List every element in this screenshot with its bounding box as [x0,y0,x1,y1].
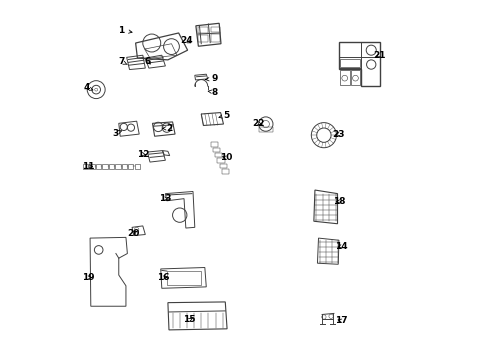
Bar [340,59,360,67]
Text: 11: 11 [82,162,94,171]
Bar [215,153,222,157]
Text: 17: 17 [335,316,347,325]
Text: 3: 3 [112,129,122,138]
Bar [211,142,218,147]
Bar [122,163,127,169]
Bar [96,163,101,169]
Text: 8: 8 [208,87,218,96]
Bar [213,148,220,152]
Text: 19: 19 [82,273,94,282]
Bar [89,163,95,169]
Bar [351,69,360,85]
Bar [220,164,227,168]
Bar [109,163,114,169]
Text: 14: 14 [335,242,347,251]
Text: 22: 22 [252,119,265,128]
Bar [167,271,201,285]
Bar [211,27,220,32]
Text: 16: 16 [157,273,170,282]
Text: 9: 9 [205,75,218,84]
Bar [221,169,229,174]
Bar [198,35,208,42]
Text: 15: 15 [183,315,196,324]
Text: 1: 1 [118,26,132,35]
Bar [102,163,108,169]
Text: 13: 13 [159,194,171,203]
Bar [135,163,140,169]
Bar [115,163,121,169]
Bar [340,69,350,85]
Text: 2: 2 [163,124,173,133]
Bar [198,27,208,33]
Bar [128,163,133,169]
Bar [218,158,224,163]
Text: 5: 5 [219,111,229,120]
Text: 10: 10 [220,153,233,162]
Text: 21: 21 [373,51,386,60]
Bar [211,34,220,42]
Text: 12: 12 [137,150,149,159]
Text: 7: 7 [118,57,127,66]
Bar [83,163,88,169]
Text: 4: 4 [83,83,93,92]
Text: 20: 20 [127,229,139,238]
Text: 6: 6 [145,57,150,66]
Text: 18: 18 [333,197,345,206]
Text: 24: 24 [181,36,193,45]
Text: 23: 23 [333,130,345,139]
